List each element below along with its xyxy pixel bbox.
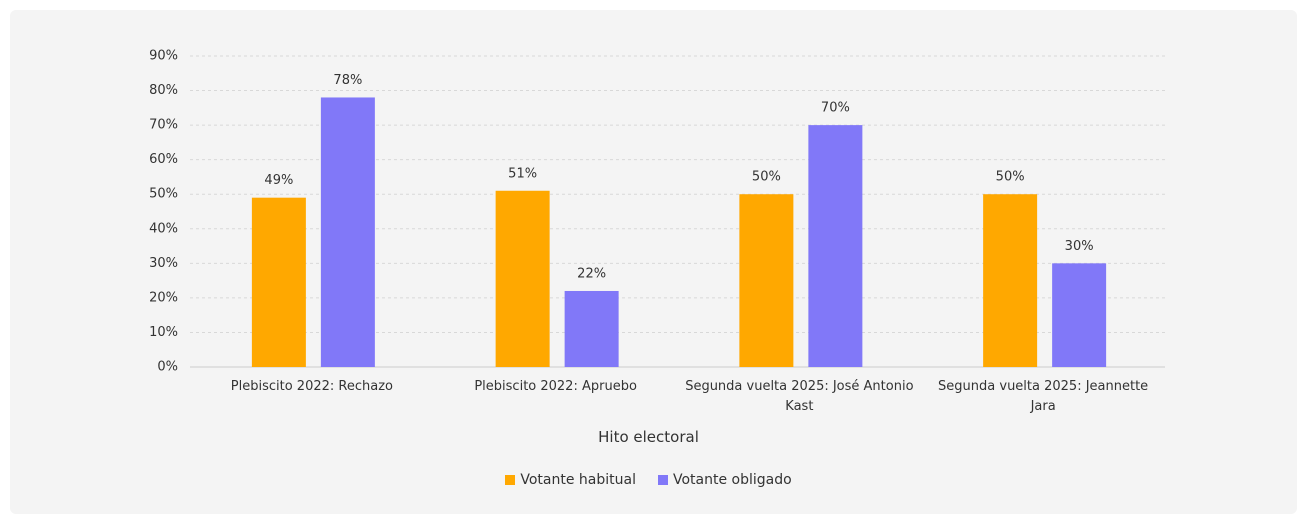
legend-label: Votante obligado [672,472,792,488]
value-label: 78% [333,73,362,88]
legend-label: Votante habitual [520,472,636,488]
bar [495,190,550,367]
value-label: 30% [1065,239,1094,254]
legend-swatch [657,475,668,485]
y-tick-label: 10% [149,325,178,340]
value-label: 50% [996,170,1025,185]
legend-item: Votante obligado [657,472,792,488]
y-tick-label: 60% [149,152,178,167]
value-label: 51% [508,166,537,181]
bar [983,194,1038,367]
y-tick-label: 80% [149,83,178,98]
x-tick-label: Plebiscito 2022: Rechazo [230,379,393,394]
y-tick-label: 50% [149,187,178,202]
value-label: 70% [821,101,850,116]
legend-item: Votante habitual [505,472,636,488]
x-tick-label: Plebiscito 2022: Apruebo [474,379,637,394]
y-tick-label: 30% [149,256,178,271]
x-tick-label: Segunda vuelta 2025: José Antonio Kast [685,379,914,414]
y-tick-label: 90% [149,49,178,64]
bar [739,194,794,367]
x-axis-title: Hito electoral [598,428,699,446]
bar [320,97,375,367]
value-label: 22% [577,266,606,281]
bar [808,125,863,367]
chart-panel [10,10,1297,514]
x-tick-label: Segunda vuelta 2025: Jeannette Jara [938,379,1149,414]
legend-swatch [505,475,516,485]
y-tick-label: 70% [149,118,178,133]
y-tick-label: 0% [157,360,178,375]
value-label: 49% [264,173,293,188]
value-label: 50% [752,170,781,185]
y-tick-label: 20% [149,290,178,305]
bar [251,197,306,367]
bar [1052,263,1107,367]
bar [564,290,619,367]
y-tick-label: 40% [149,221,178,236]
legend: Votante habitual Votante obligado [0,472,1297,488]
